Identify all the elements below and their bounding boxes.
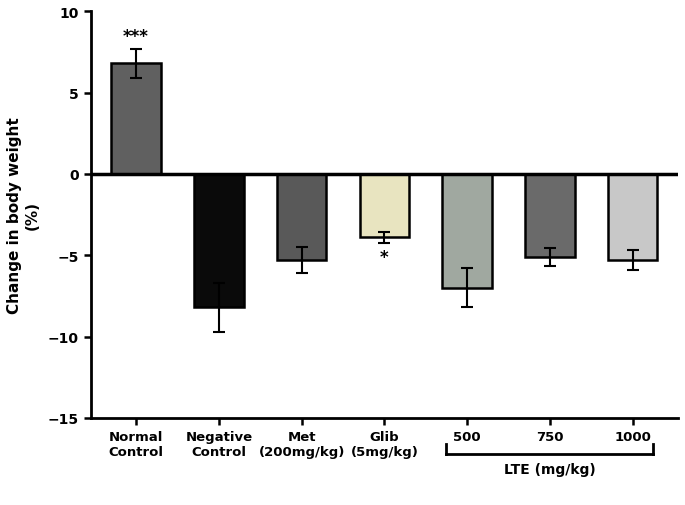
Bar bbox=[443, 175, 492, 288]
Bar bbox=[360, 175, 409, 238]
Text: *: * bbox=[380, 248, 388, 267]
Bar bbox=[111, 64, 161, 175]
Bar bbox=[277, 175, 327, 261]
Text: LTE (mg/kg): LTE (mg/kg) bbox=[504, 462, 596, 476]
Bar bbox=[608, 175, 658, 261]
Text: ***: *** bbox=[123, 28, 149, 45]
Bar bbox=[525, 175, 575, 258]
Bar bbox=[194, 175, 244, 308]
Y-axis label: Change in body weight
(%): Change in body weight (%) bbox=[7, 117, 39, 314]
